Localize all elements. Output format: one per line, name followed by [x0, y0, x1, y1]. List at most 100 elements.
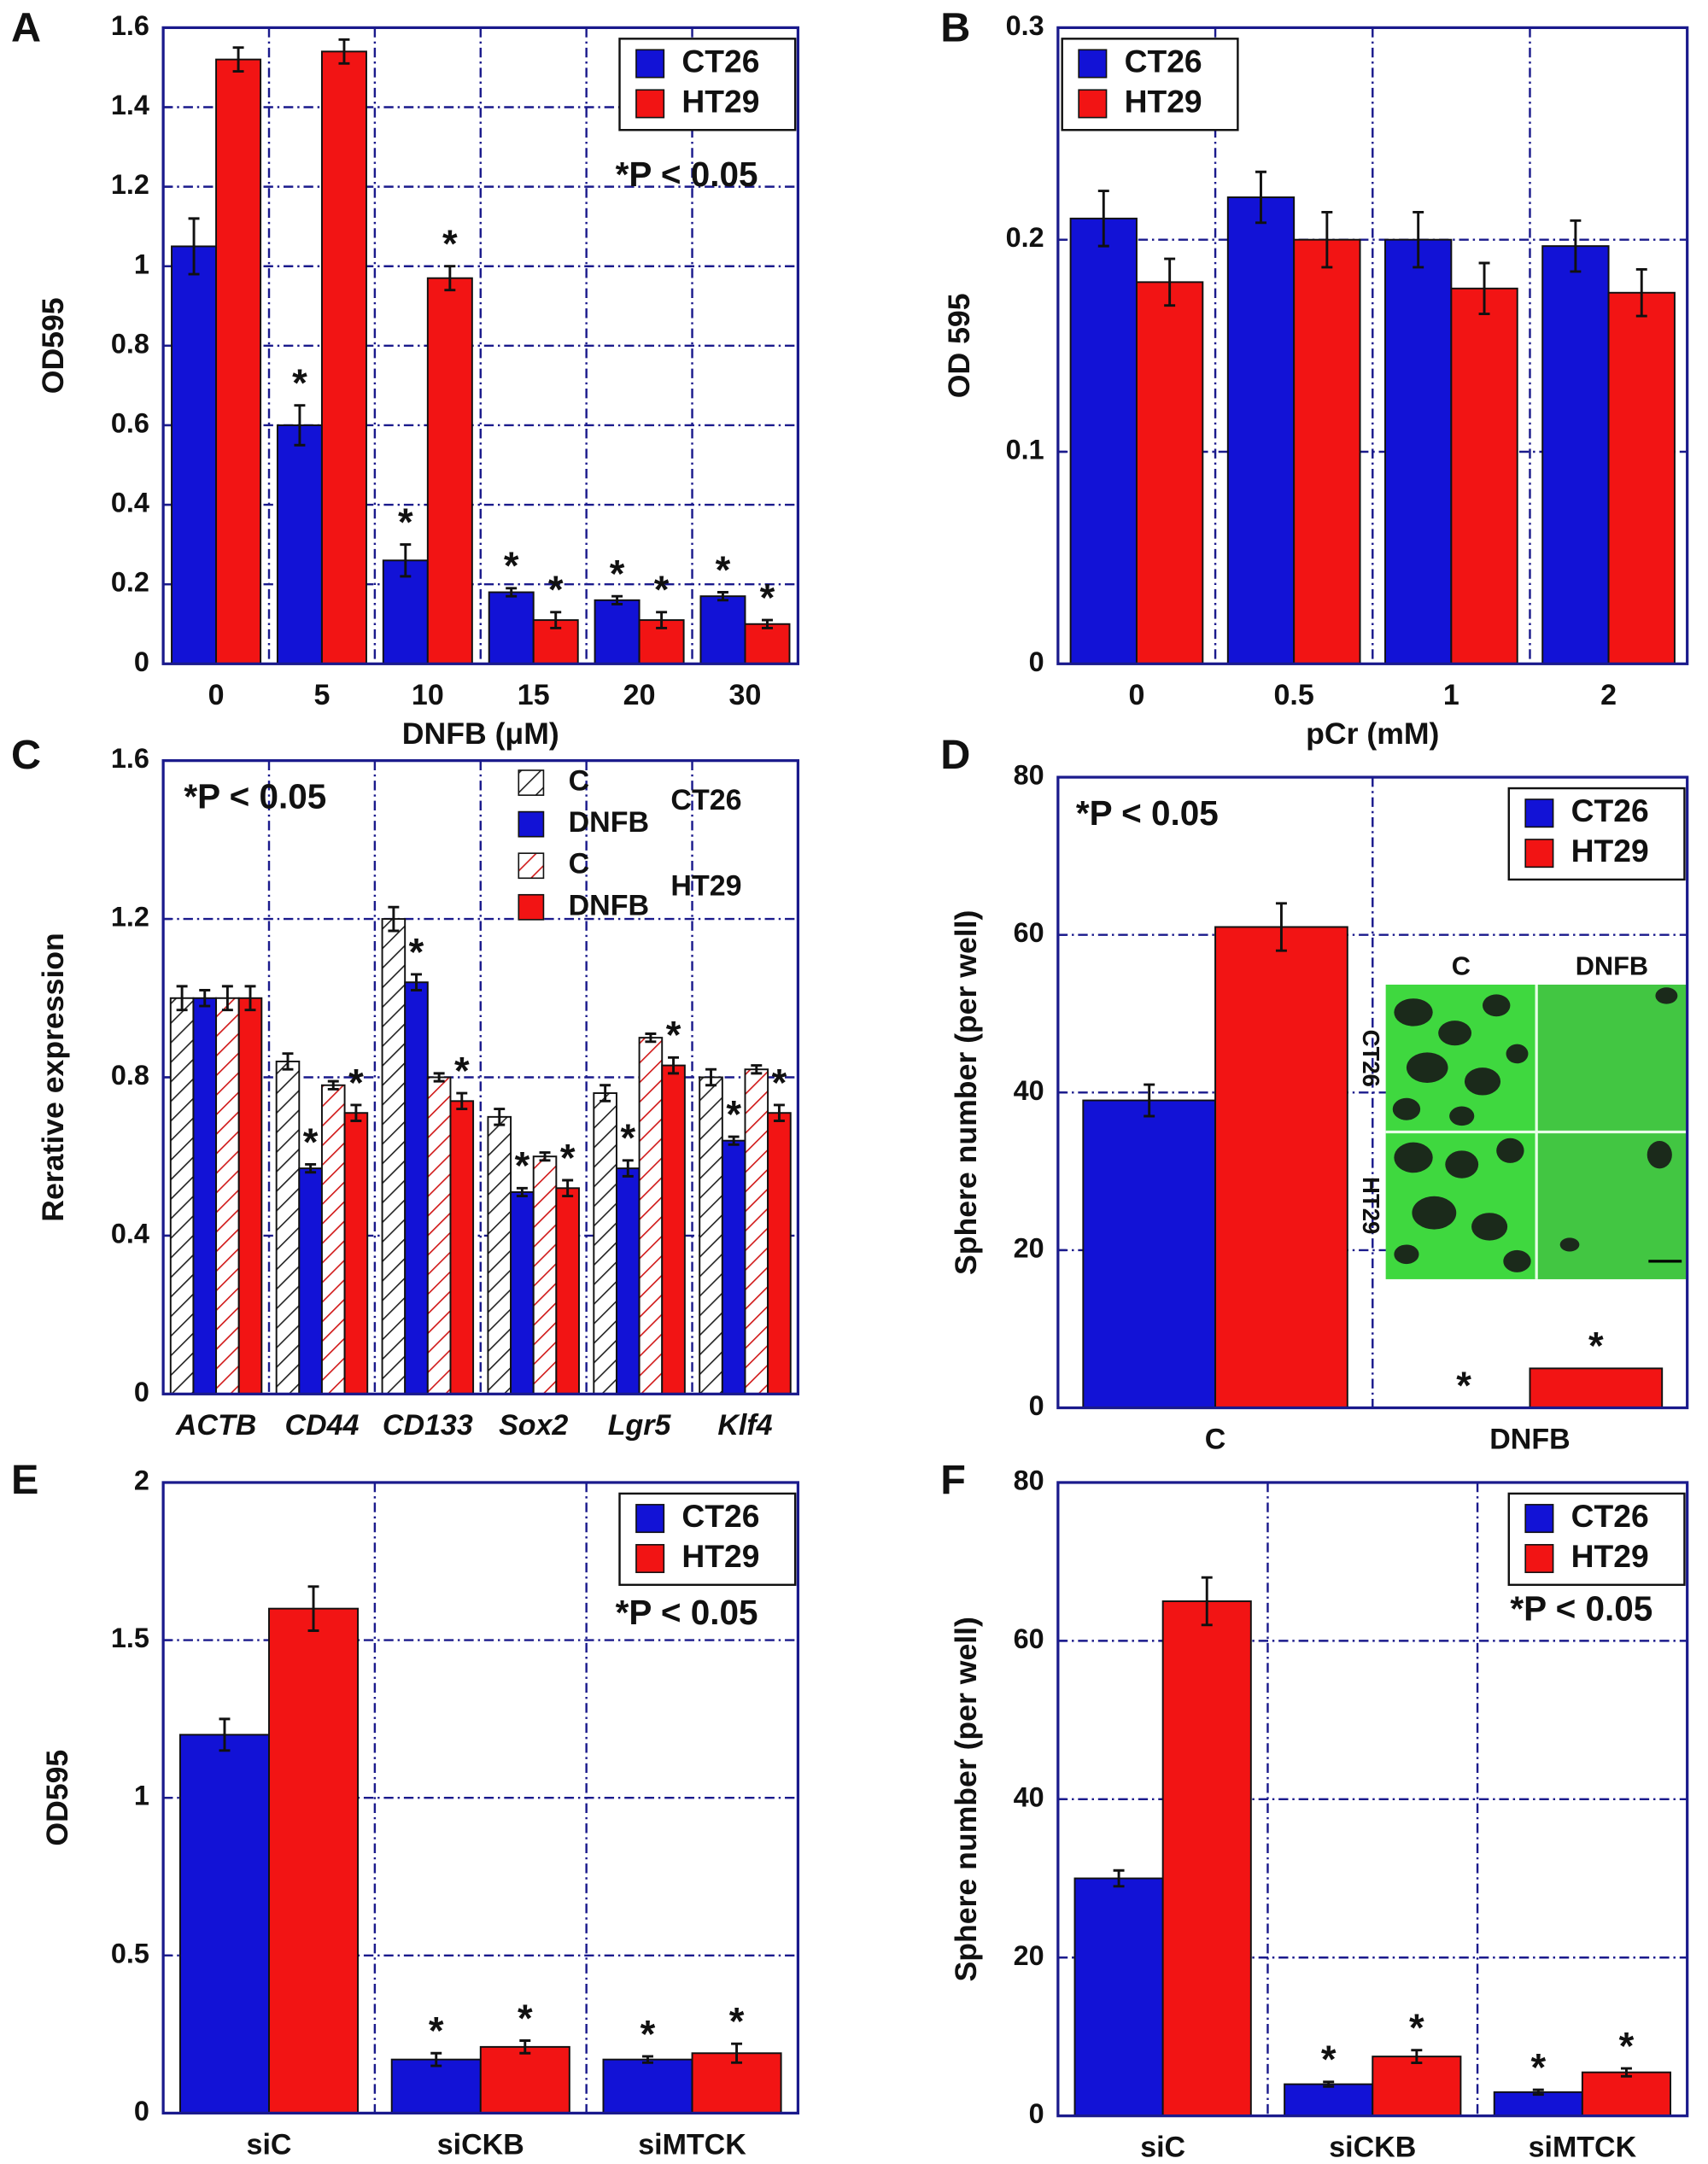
bar: [1069, 217, 1138, 665]
y-tick-label: 0: [1029, 2098, 1044, 2129]
y-axis-title: Sphere number (per well): [949, 1617, 983, 1981]
sphere-blob: [1464, 1067, 1501, 1096]
plot-frame: [161, 26, 800, 665]
bar: [1384, 238, 1453, 665]
bar: [1073, 1877, 1164, 2117]
x-tick-label: siMTCK: [638, 2128, 746, 2161]
legend-label: C: [569, 765, 590, 798]
x-tick-label: siMTCK: [1529, 2131, 1637, 2163]
error-bar: [516, 1186, 528, 1198]
legend-swatch: [635, 1544, 665, 1574]
error-bar: [188, 217, 200, 276]
y-tick-label: 0.5: [111, 1938, 149, 1968]
bar: [169, 997, 195, 1395]
error-bar: [645, 1032, 657, 1044]
significance-star: *: [1619, 2024, 1635, 2067]
bar: [532, 1155, 558, 1395]
y-tick-label: 1: [134, 249, 149, 279]
error-bar: [388, 905, 400, 933]
error-bar: [1097, 190, 1109, 248]
significance-star: *: [1456, 1364, 1471, 1407]
bar: [1161, 1600, 1252, 2117]
sphere-blob: [1506, 1044, 1529, 1064]
plot-frame: [1056, 1481, 1689, 2118]
bar: [343, 1112, 369, 1395]
plot-frame: [1056, 26, 1689, 665]
bar: [594, 599, 640, 665]
bar: [215, 997, 240, 1395]
x-tick-label: siC: [247, 2128, 292, 2161]
error-bar: [1478, 261, 1490, 316]
legend-swatch: [518, 769, 545, 796]
error-bar: [327, 1079, 339, 1091]
x-tick-label: CD44: [284, 1409, 359, 1442]
x-tick-label: 10: [412, 679, 444, 711]
inset-column-label: DNFB: [1576, 951, 1648, 981]
bar: [276, 424, 323, 665]
error-bar: [444, 265, 456, 292]
error-bar: [430, 2051, 442, 2067]
error-bar: [1113, 1869, 1125, 1888]
sphere-blob: [1394, 1244, 1419, 1265]
significance-star: *: [409, 930, 424, 974]
significance-star: *: [292, 361, 307, 405]
legend-swatch: [518, 893, 545, 921]
y-tick-label: 1.2: [111, 902, 149, 933]
x-tick-label: Klf4: [717, 1409, 772, 1442]
y-tick-label: 1.5: [111, 1623, 149, 1653]
error-bar: [400, 543, 412, 578]
error-bar: [1321, 210, 1333, 269]
error-bar: [1275, 902, 1287, 952]
error-bar: [350, 1103, 362, 1122]
legend-label: HT29: [681, 83, 759, 119]
y-tick-label: 80: [1014, 760, 1044, 791]
bar: [275, 1060, 301, 1395]
x-axis-title: pCr (mM): [1306, 716, 1439, 751]
error-bar: [433, 1072, 445, 1083]
annotation: *P < 0.05: [616, 1593, 758, 1632]
plot-frame: [161, 1481, 800, 2115]
y-tick-label: 0.4: [111, 488, 149, 518]
bar: [192, 997, 218, 1395]
error-bar: [282, 1052, 294, 1071]
bar: [1284, 2083, 1374, 2117]
x-tick-label: DNFB: [1489, 1423, 1570, 1455]
error-bar: [656, 611, 668, 629]
legend-label: HT29: [1571, 1538, 1649, 1574]
bar: [426, 1076, 452, 1395]
x-tick-label: C: [1205, 1423, 1226, 1455]
y-tick-label: 60: [1014, 917, 1044, 948]
legend-swatch: [1078, 49, 1108, 79]
x-tick-label: ACTB: [175, 1409, 256, 1442]
error-bar: [705, 1067, 717, 1087]
error-bar: [244, 985, 256, 1012]
x-tick-label: siC: [1140, 2131, 1185, 2163]
error-bar: [668, 1056, 680, 1075]
significance-star: *: [303, 1120, 319, 1164]
y-tick-label: 0: [1029, 1390, 1044, 1421]
sphere-blob: [1394, 1142, 1433, 1173]
panel-letter: A: [11, 4, 41, 50]
bar: [1607, 291, 1676, 665]
sphere-blob: [1471, 1213, 1508, 1241]
error-bar: [1620, 2067, 1632, 2078]
bar: [744, 623, 791, 665]
bar: [615, 1167, 640, 1395]
significance-star: *: [666, 1014, 681, 1057]
error-bar: [1255, 170, 1266, 225]
error-bar: [411, 973, 422, 991]
y-tick-label: 0.6: [111, 408, 149, 439]
x-tick-label: CD133: [383, 1409, 473, 1442]
sphere-blob: [1392, 1097, 1421, 1120]
significance-star: *: [654, 568, 670, 611]
error-bar: [1635, 267, 1647, 318]
inset-row-label: HT29: [1358, 1177, 1384, 1234]
bar: [237, 997, 263, 1395]
bar: [381, 918, 407, 1395]
x-tick-label: 2: [1600, 679, 1617, 711]
significance-star: *: [515, 1144, 530, 1188]
significance-star: *: [518, 1997, 533, 2040]
error-bar: [219, 1717, 231, 1752]
error-bar: [199, 989, 211, 1008]
error-bar: [1413, 210, 1424, 269]
